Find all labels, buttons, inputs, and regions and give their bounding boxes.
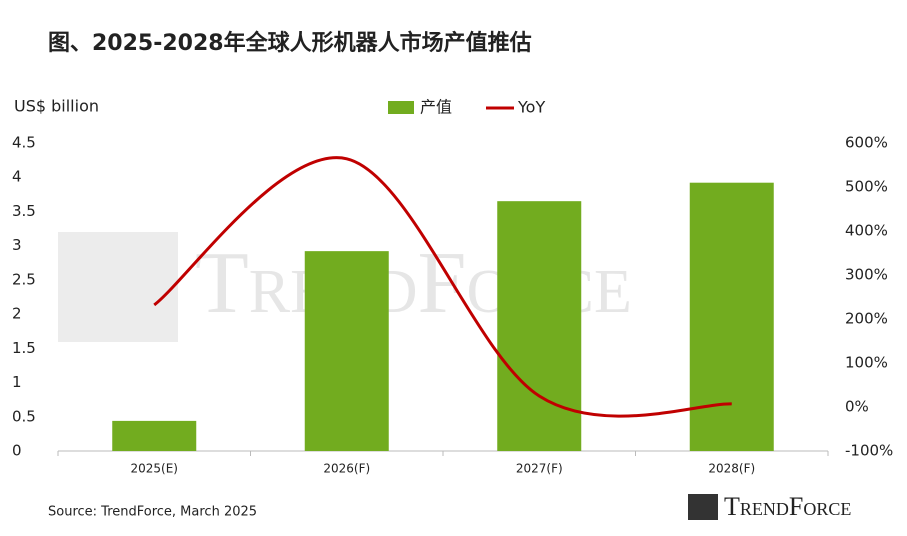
y2-tick-label: -100% bbox=[845, 442, 893, 460]
bar bbox=[689, 182, 774, 451]
y-tick-label: 1 bbox=[12, 373, 22, 391]
y2-tick-label: 0% bbox=[845, 398, 869, 416]
y2-tick-label: 200% bbox=[845, 310, 888, 328]
bar bbox=[112, 420, 197, 451]
y2-tick-label: 600% bbox=[845, 134, 888, 152]
chart-title: 图、2025-2028年全球人形机器人市场产值推估 bbox=[48, 30, 532, 56]
watermark-logo bbox=[58, 232, 178, 342]
logo-icon bbox=[688, 494, 718, 520]
x-tick-label: 2028(F) bbox=[708, 462, 755, 476]
y-tick-label: 0.5 bbox=[12, 407, 36, 425]
y2-tick-label: 500% bbox=[845, 178, 888, 196]
y-tick-label: 4 bbox=[12, 168, 22, 186]
y-tick-label: 0 bbox=[12, 442, 22, 460]
legend-label: 产值 bbox=[420, 98, 452, 117]
legend-swatch bbox=[388, 101, 414, 114]
logo: TrendForce bbox=[724, 492, 851, 521]
x-tick-label: 2027(F) bbox=[516, 462, 563, 476]
y2-tick-label: 400% bbox=[845, 222, 888, 240]
y2-tick-label: 300% bbox=[845, 266, 888, 284]
y-tick-label: 2 bbox=[12, 305, 22, 323]
bar bbox=[304, 251, 389, 451]
x-tick-label: 2026(F) bbox=[323, 462, 370, 476]
legend-label: YoY bbox=[517, 98, 545, 117]
y2-tick-label: 100% bbox=[845, 354, 888, 372]
line bbox=[153, 156, 732, 418]
y-tick-label: 3 bbox=[12, 236, 22, 254]
y-tick-label: 3.5 bbox=[12, 202, 36, 220]
y-axis-label: US$ billion bbox=[14, 97, 99, 116]
bar bbox=[497, 201, 582, 451]
y-tick-label: 2.5 bbox=[12, 270, 36, 288]
y-tick-label: 4.5 bbox=[12, 134, 36, 152]
source: Source: TrendForce, March 2025 bbox=[48, 505, 257, 520]
x-tick-label: 2025(E) bbox=[131, 462, 178, 476]
y-tick-label: 1.5 bbox=[12, 339, 36, 357]
